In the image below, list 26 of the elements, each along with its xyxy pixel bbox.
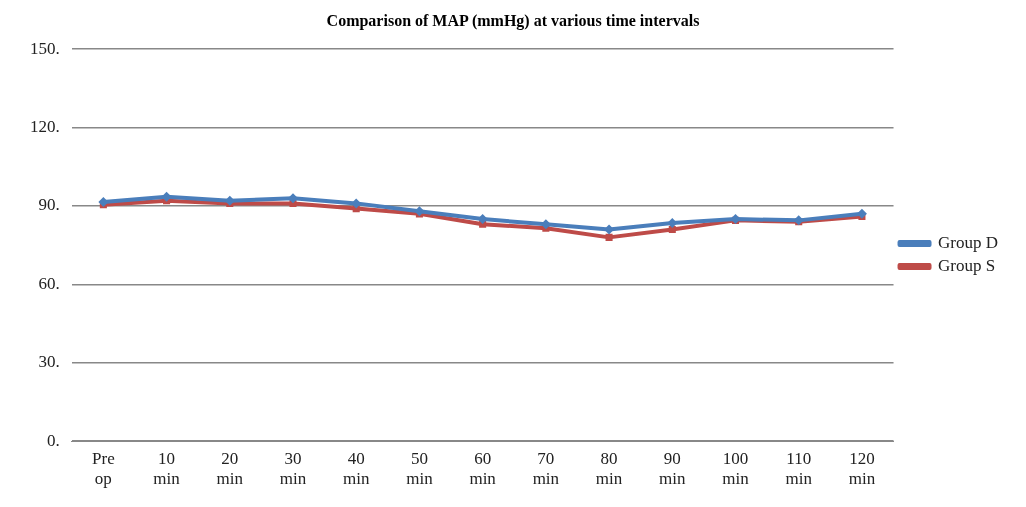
x-tick-label: 10 min [153,448,181,489]
x-tick-label: 40 min [342,448,370,489]
x-tick-label: 70 min [532,448,560,489]
x-tick-label: 50 min [406,448,434,489]
point [288,193,298,204]
x-tick-label: 30 min [279,448,307,489]
x-tick-label: Pre op [92,448,115,489]
x-tick-label: 80 min [595,448,623,489]
x-tick-label: 110 min [785,448,813,489]
y-tick-label: 60. [38,273,60,293]
point [477,214,488,225]
legend-label: Group S [938,255,996,275]
point [668,225,676,234]
y-tick-label: 90. [38,195,60,215]
x-tick-label: 90 min [659,448,687,489]
y-tick-label: 30. [38,352,60,372]
y-tick-label: 120. [30,117,60,137]
x-tick-label: 100 min [722,448,750,489]
x-tick-label: 120 min [848,448,876,489]
y-tick-label: 150. [30,38,60,58]
point [605,233,613,241]
x-tick-label: 60 min [469,448,497,489]
chart-title: Comparison of MAP (mmHg) at various time intervals [326,11,700,30]
x-tick-label: 20 min [216,448,244,489]
y-tick-label: 0. [47,430,60,450]
legend-label: Group D [938,232,998,252]
